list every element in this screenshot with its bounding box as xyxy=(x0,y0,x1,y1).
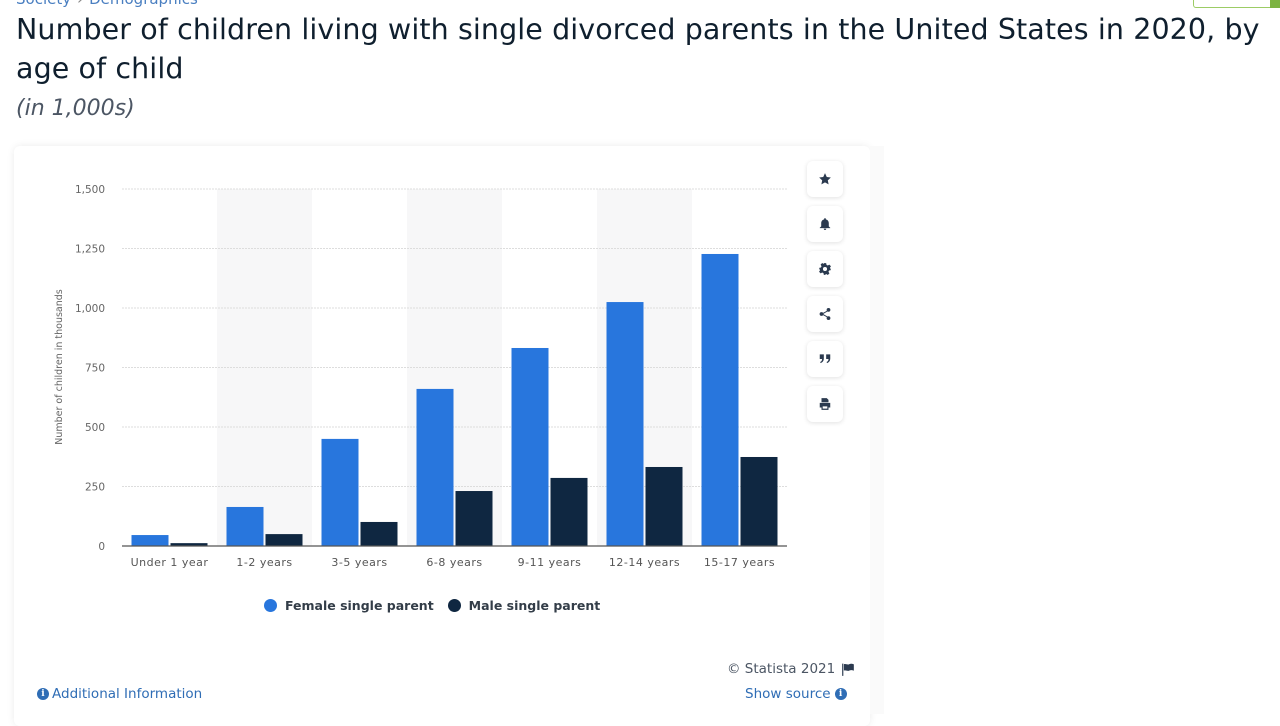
bar-male[interactable] xyxy=(645,466,683,546)
legend-marker-male xyxy=(447,599,461,612)
breadcrumb: Society › Demographics xyxy=(16,0,198,8)
copyright: © Statista 2021 xyxy=(727,661,855,677)
show-source-link[interactable]: Show source i xyxy=(745,686,847,702)
bar-male[interactable] xyxy=(550,477,588,546)
y-axis-label: Number of children in thousands xyxy=(54,289,65,445)
bar-female[interactable] xyxy=(511,347,549,546)
breadcrumb-item-demographics[interactable]: Demographics xyxy=(89,0,198,8)
copyright-text: © Statista 2021 xyxy=(727,661,836,677)
top-right-button-accent xyxy=(1270,0,1280,8)
bar-female[interactable] xyxy=(606,302,644,546)
share-icon xyxy=(819,308,831,320)
quote-icon xyxy=(819,354,831,364)
print-icon xyxy=(819,398,831,410)
bar-chart: 0 250 500 750 1,000 1,250 1,500 Number of chil… xyxy=(54,184,787,569)
gear-icon xyxy=(819,263,831,275)
info-icon: i xyxy=(37,688,49,700)
y-axis-ticks: 0 250 500 750 1,000 1,250 1,500 xyxy=(75,184,105,553)
bar-male[interactable] xyxy=(740,456,778,546)
y-tick-label: 1,250 xyxy=(75,244,105,256)
legend-label-female: Female single parent xyxy=(285,598,434,613)
page-subtitle: (in 1,000s) xyxy=(16,96,135,121)
info-icon: i xyxy=(834,688,847,700)
additional-information-link[interactable]: i Additional Information xyxy=(37,686,202,702)
legend-marker-female xyxy=(264,599,277,612)
bar-female[interactable] xyxy=(226,506,264,546)
bar-male[interactable] xyxy=(170,543,208,546)
x-tick-label: 3-5 years xyxy=(331,556,387,569)
y-tick-label: 1,500 xyxy=(75,184,105,196)
notification-button[interactable] xyxy=(807,206,843,242)
breadcrumb-item-society[interactable]: Society xyxy=(16,0,71,8)
side-panel xyxy=(870,146,884,714)
bar-female[interactable] xyxy=(131,535,169,546)
x-axis-ticks: Under 1 year 1-2 years 3-5 years 6-8 years 9… xyxy=(131,556,775,569)
print-button[interactable] xyxy=(807,386,843,422)
x-tick-label: 15-17 years xyxy=(704,556,775,569)
bar-male[interactable] xyxy=(455,491,493,546)
x-tick-label: Under 1 year xyxy=(131,556,209,569)
bar-male[interactable] xyxy=(265,534,303,546)
x-tick-label: 9-11 years xyxy=(518,556,582,569)
show-source-label: Show source xyxy=(745,686,831,702)
bar-female[interactable] xyxy=(701,253,739,546)
x-tick-label: 12-14 years xyxy=(609,556,680,569)
breadcrumb-separator: › xyxy=(77,0,83,8)
favorite-button[interactable] xyxy=(807,161,843,197)
page-title: Number of children living with single di… xyxy=(16,13,1260,85)
bars xyxy=(131,253,778,546)
chart-legend: Female single parent Male single parent xyxy=(264,598,614,613)
additional-information-label: Additional Information xyxy=(52,686,203,702)
bell-icon xyxy=(819,218,831,230)
settings-button[interactable] xyxy=(807,251,843,287)
bar-female[interactable] xyxy=(321,438,359,546)
y-tick-label: 1,000 xyxy=(75,303,105,315)
bar-male[interactable] xyxy=(360,521,398,546)
x-tick-label: 6-8 years xyxy=(426,556,482,569)
star-icon xyxy=(819,173,831,185)
y-tick-label: 250 xyxy=(85,482,105,494)
legend-item-male[interactable]: Male single parent xyxy=(447,598,601,613)
cite-button[interactable] xyxy=(807,341,843,377)
flag-icon[interactable] xyxy=(841,663,855,676)
y-tick-label: 500 xyxy=(85,422,105,434)
top-right-button[interactable] xyxy=(1193,0,1275,8)
legend-label-male: Male single parent xyxy=(468,598,601,613)
y-tick-label: 750 xyxy=(85,363,105,375)
y-tick-label: 0 xyxy=(98,541,105,553)
share-button[interactable] xyxy=(807,296,843,332)
bar-female[interactable] xyxy=(416,388,454,546)
x-tick-label: 1-2 years xyxy=(236,556,292,569)
legend-item-female[interactable]: Female single parent xyxy=(264,598,434,613)
